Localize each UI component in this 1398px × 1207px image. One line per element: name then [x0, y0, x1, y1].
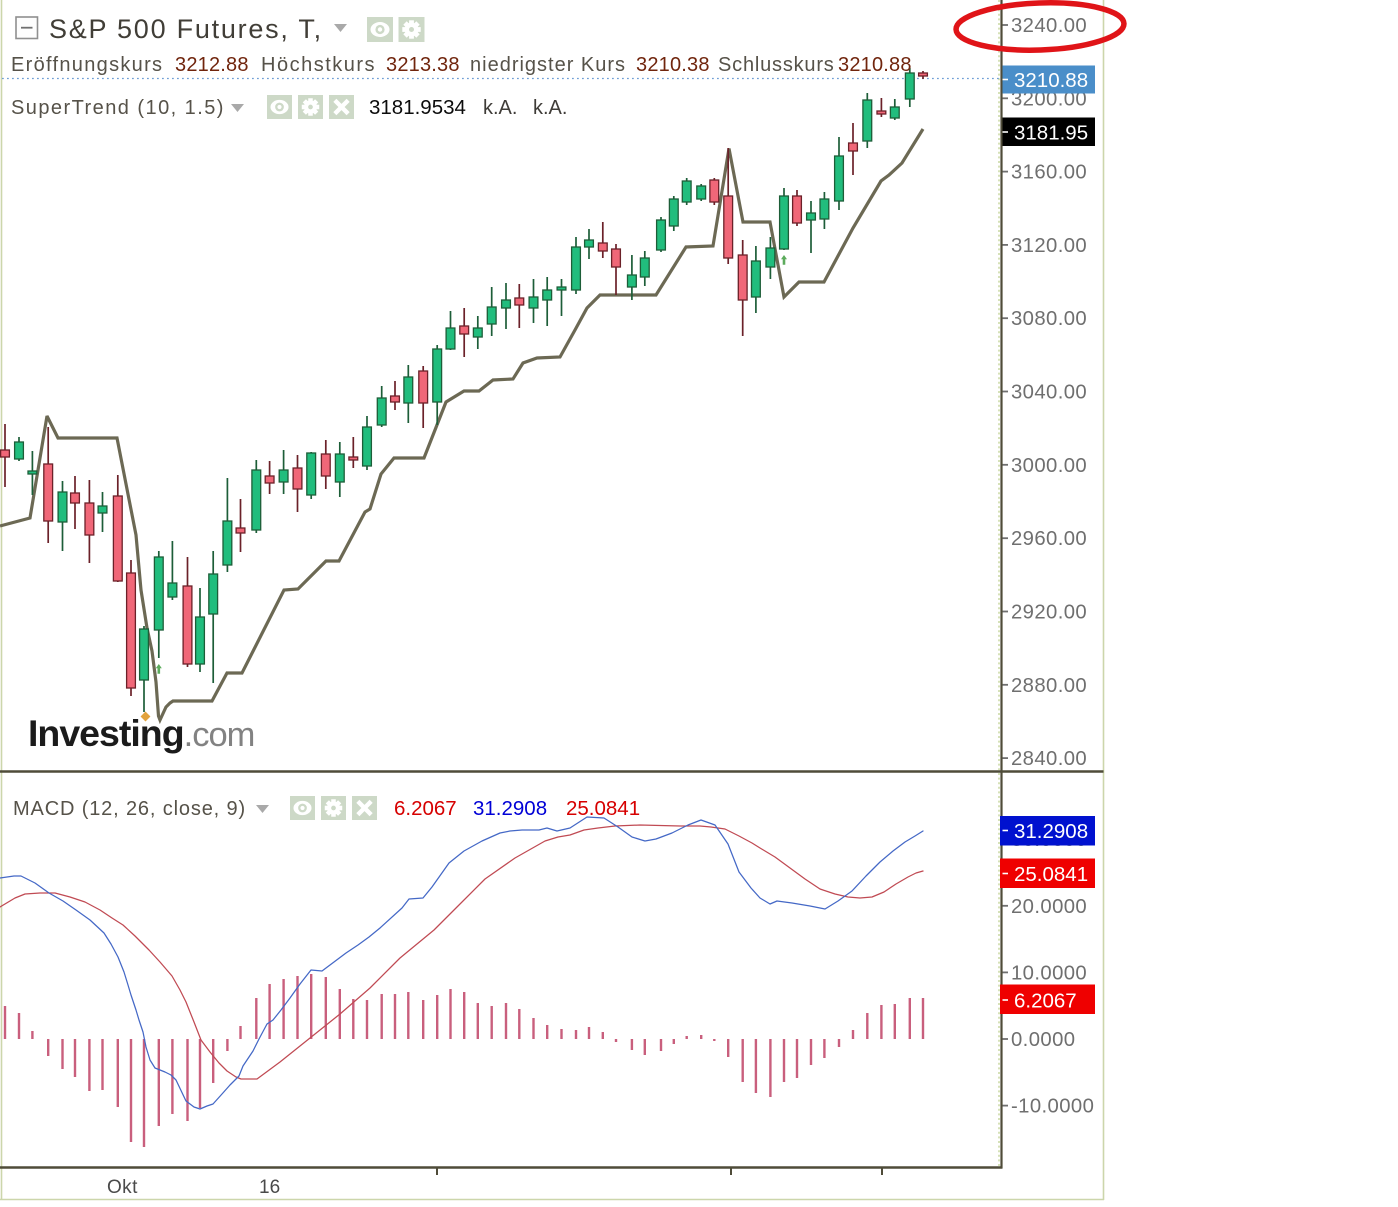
svg-text:0.0000: 0.0000 — [1011, 1029, 1075, 1051]
svg-text:25.0841: 25.0841 — [566, 797, 640, 820]
svg-text:k.A.: k.A. — [533, 97, 567, 119]
svg-text:SuperTrend (10, 1.5): SuperTrend (10, 1.5) — [11, 97, 225, 119]
svg-text:Schlusskurs: Schlusskurs — [718, 54, 835, 76]
svg-text:3080.00: 3080.00 — [1011, 308, 1087, 330]
svg-text:Eröffnungskurs: Eröffnungskurs — [11, 54, 163, 76]
svg-text:6.2067: 6.2067 — [394, 797, 457, 820]
svg-text:6.2067: 6.2067 — [1014, 990, 1077, 1013]
svg-text:2960.00: 2960.00 — [1011, 528, 1087, 550]
svg-text:16: 16 — [259, 1177, 280, 1198]
svg-text:MACD (12, 26, close, 9): MACD (12, 26, close, 9) — [13, 798, 246, 820]
svg-text:2880.00: 2880.00 — [1011, 675, 1087, 697]
svg-text:31.2908: 31.2908 — [1014, 820, 1088, 843]
svg-text:3000.00: 3000.00 — [1011, 455, 1087, 477]
svg-text:3212.88: 3212.88 — [175, 54, 249, 76]
svg-text:3210.88: 3210.88 — [838, 54, 912, 76]
svg-text:20.0000: 20.0000 — [1011, 896, 1087, 918]
svg-text:Okt: Okt — [107, 1177, 138, 1198]
svg-text:3040.00: 3040.00 — [1011, 382, 1087, 404]
svg-text:-10.0000: -10.0000 — [1011, 1096, 1094, 1118]
svg-text:2920.00: 2920.00 — [1011, 602, 1087, 624]
svg-text:3210.88: 3210.88 — [1014, 69, 1088, 92]
svg-text:3200.00: 3200.00 — [1011, 88, 1087, 110]
svg-text:10.0000: 10.0000 — [1011, 962, 1087, 984]
svg-text:3181.9534: 3181.9534 — [369, 96, 466, 119]
svg-text:k.A.: k.A. — [483, 97, 517, 119]
svg-text:3160.00: 3160.00 — [1011, 162, 1087, 184]
svg-text:3240.00: 3240.00 — [1011, 15, 1087, 37]
svg-text:S&P 500 Futures, T,: S&P 500 Futures, T, — [49, 14, 323, 44]
svg-text:3181.95: 3181.95 — [1014, 122, 1088, 145]
svg-text:3120.00: 3120.00 — [1011, 235, 1087, 257]
svg-text:25.0841: 25.0841 — [1014, 863, 1088, 886]
svg-text:3210.38: 3210.38 — [636, 54, 710, 76]
svg-text:2840.00: 2840.00 — [1011, 748, 1087, 770]
svg-text:Investing.com: Investing.com — [28, 712, 254, 754]
svg-text:Höchstkurs: Höchstkurs — [261, 54, 376, 76]
svg-text:31.2908: 31.2908 — [473, 797, 547, 820]
svg-text:3213.38: 3213.38 — [386, 54, 460, 76]
svg-text:niedrigster Kurs: niedrigster Kurs — [470, 54, 626, 76]
